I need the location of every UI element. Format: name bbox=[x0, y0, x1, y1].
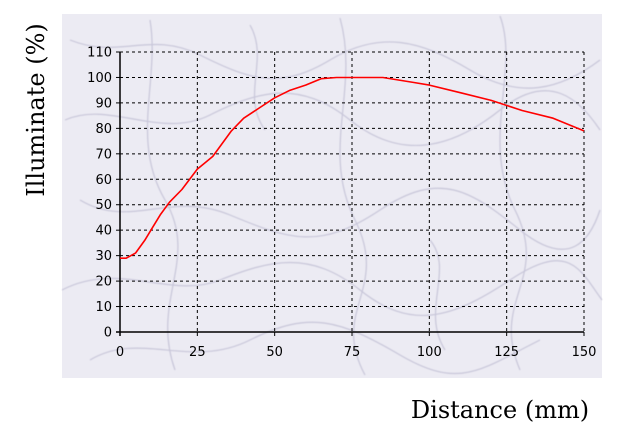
y-tick-label: 10 bbox=[95, 300, 112, 315]
y-tick-label: 50 bbox=[95, 198, 112, 213]
y-tick-label: 20 bbox=[95, 275, 112, 290]
x-axis-title: Distance (mm) bbox=[411, 396, 589, 424]
y-tick-label: 110 bbox=[87, 46, 112, 61]
marble-texture bbox=[61, 15, 603, 376]
x-tick-label: 25 bbox=[189, 345, 206, 360]
y-axis-title: Illuminate (%) bbox=[22, 23, 50, 197]
x-tick-label: 75 bbox=[344, 345, 361, 360]
x-tick-label: 0 bbox=[116, 345, 124, 360]
x-tick-label: 150 bbox=[572, 345, 597, 360]
x-tick-label: 100 bbox=[417, 345, 442, 360]
x-tick-labels: 0 25 50 75 100 125 150 bbox=[116, 332, 597, 360]
chart-panel bbox=[62, 14, 602, 378]
series-group bbox=[120, 76, 585, 260]
y-tick-label: 60 bbox=[95, 173, 112, 188]
y-tick-label: 90 bbox=[95, 96, 112, 111]
x-tick-label: 50 bbox=[266, 345, 283, 360]
y-tick-label: 40 bbox=[95, 224, 112, 239]
y-tick-labels: 0 10 20 30 40 50 60 70 80 90 100 110 bbox=[87, 46, 120, 341]
x-tick-label: 125 bbox=[494, 345, 519, 360]
y-tick-label: 0 bbox=[104, 326, 112, 341]
y-tick-label: 70 bbox=[95, 147, 112, 162]
y-tick-label: 30 bbox=[95, 249, 112, 264]
plot-frame bbox=[116, 52, 584, 336]
series-line bbox=[120, 76, 585, 260]
y-tick-label: 100 bbox=[87, 71, 112, 86]
y-tick-label: 80 bbox=[95, 122, 112, 137]
